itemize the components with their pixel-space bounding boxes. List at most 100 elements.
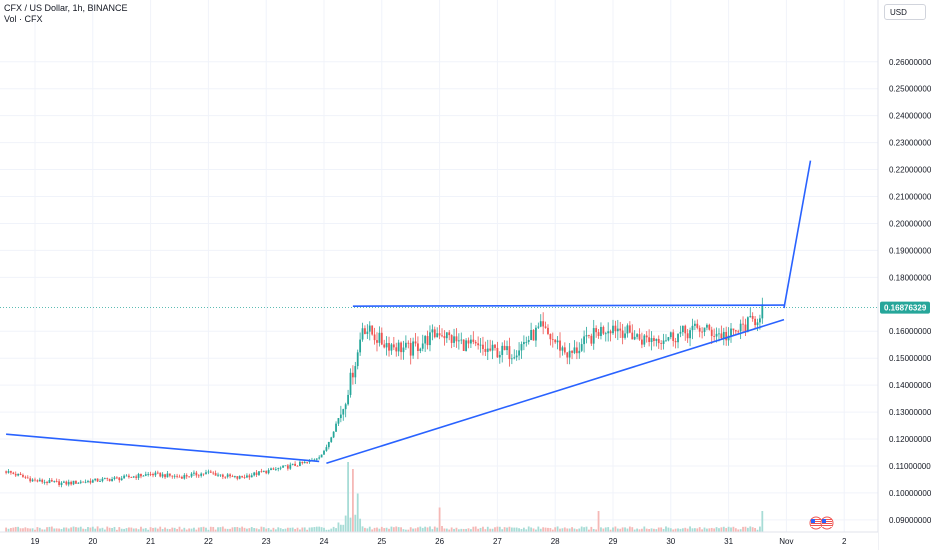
volume-bar [361, 526, 364, 532]
candle-body [604, 333, 607, 335]
candle-body [501, 345, 504, 355]
candle-body [749, 315, 752, 318]
candle-body [140, 473, 142, 477]
candle-body [55, 481, 58, 482]
candle-body [383, 344, 386, 348]
candle-body [67, 481, 70, 485]
volume-bar [551, 529, 554, 532]
candle-body [212, 472, 215, 474]
candle-body [46, 482, 48, 484]
candle-body [270, 468, 272, 471]
volume-bar [508, 526, 511, 532]
candle-body [303, 461, 306, 464]
candle-body [479, 344, 482, 346]
volume-bar [684, 527, 687, 532]
candle-body [518, 350, 520, 356]
volume-bar [349, 517, 352, 532]
x-tick-label: 23 [262, 537, 271, 546]
candle-body [503, 345, 506, 351]
candle-body [710, 329, 713, 337]
candle-body [535, 327, 537, 341]
event-flag-icon[interactable] [809, 516, 823, 530]
y-tick-label: 0.26000000 [889, 58, 932, 67]
currency-button[interactable]: USD [884, 4, 926, 20]
candle-body [614, 325, 617, 332]
candle-body [457, 340, 460, 342]
volume-bar [308, 527, 311, 532]
volume-bar [243, 527, 246, 532]
volume-bar [547, 527, 549, 532]
volume-bar [168, 529, 171, 532]
candle-body [465, 340, 467, 351]
event-flag-icon[interactable] [820, 516, 834, 530]
y-tick-label: 0.15000000 [889, 354, 932, 363]
volume-bar [380, 526, 383, 532]
volume-bar [296, 527, 299, 532]
volume-bar [718, 528, 720, 532]
volume-bar [60, 528, 63, 532]
event-flag-stripe [822, 525, 832, 526]
volume-bar [255, 528, 258, 532]
volume-bar [14, 526, 17, 532]
candle-body [436, 333, 439, 338]
volume-bar [734, 528, 737, 532]
candle-body [674, 340, 677, 343]
candle-body [41, 479, 44, 483]
candle-body [701, 331, 704, 333]
candle-body [431, 329, 434, 333]
volume-bar [626, 528, 629, 532]
candle-body [272, 468, 275, 470]
volume-bar [135, 528, 138, 532]
candle-body [171, 475, 174, 477]
volume-bar [238, 527, 241, 532]
volume-bar [417, 527, 419, 532]
volume-bar [41, 529, 44, 532]
candle-body [641, 339, 643, 345]
candle-body [108, 478, 111, 482]
volume-bar [518, 528, 520, 532]
volume-bar [725, 528, 728, 532]
candle-body [190, 473, 193, 477]
volume-bar [580, 526, 583, 532]
volume-bar [279, 528, 282, 532]
x-tick-label: 31 [724, 537, 733, 546]
volume-bar [91, 526, 94, 532]
candle-body [739, 323, 742, 332]
candle-body [470, 339, 472, 344]
volume-bar [501, 529, 504, 532]
candle-body [255, 472, 258, 475]
trendline-3 [352, 304, 784, 307]
candle-body [260, 471, 263, 473]
volume-bar [383, 528, 386, 532]
volume-bar [655, 529, 658, 532]
candle-body [376, 340, 378, 343]
volume-bar [522, 527, 525, 532]
volume-bar [636, 528, 638, 532]
volume-bar [744, 526, 747, 532]
volume-bar [34, 529, 36, 532]
volume-bar [115, 529, 118, 532]
volume-bar [299, 529, 301, 532]
candle-body [79, 481, 82, 483]
volume-bar [89, 527, 92, 532]
candle-body [619, 328, 622, 331]
candle-body [181, 476, 183, 479]
candle-body [450, 335, 453, 343]
event-flag-canton [811, 519, 815, 523]
candle-body [595, 328, 598, 333]
volume-bar [739, 529, 742, 532]
volume-bar [465, 528, 467, 532]
candle-body [149, 473, 152, 475]
x-tick-label: 20 [88, 537, 97, 546]
volume-bar [537, 526, 540, 532]
volume-bar [554, 527, 557, 532]
volume-bar [429, 526, 431, 532]
candle-body [380, 332, 383, 345]
candle-body [448, 332, 451, 336]
candle-body [200, 473, 203, 476]
volume-bar [527, 526, 530, 532]
candle-body [291, 463, 294, 465]
volume-bar [653, 528, 655, 532]
